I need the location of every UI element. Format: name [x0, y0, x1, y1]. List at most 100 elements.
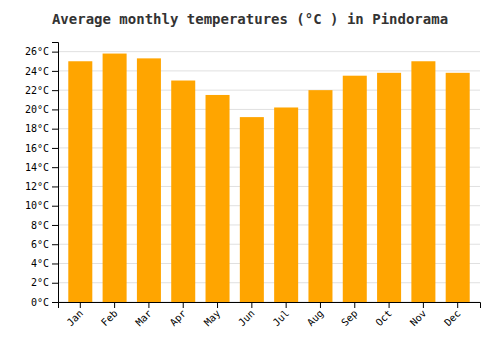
- bar: [103, 54, 127, 302]
- y-tick-label: 4°C: [31, 258, 49, 269]
- x-tick-mark: [251, 302, 252, 308]
- y-tick-mark: [52, 71, 58, 72]
- x-tick: Jun: [236, 302, 257, 328]
- bar: [343, 76, 367, 302]
- x-tick-mark: [320, 302, 321, 308]
- y-tick: 2°C: [31, 277, 58, 288]
- y-tick-label: 10°C: [25, 200, 49, 211]
- x-tick: Apr: [168, 302, 189, 328]
- y-tick-mark: [52, 129, 58, 130]
- bar: [411, 61, 435, 302]
- plot-area: Jan Feb Mar Apr May Jun Jul Aug Sep Oct Nov Dec 0°C 2…: [25, 43, 481, 329]
- x-tick: Nov: [408, 302, 429, 328]
- y-tick: 12°C: [25, 181, 58, 192]
- x-axis-line: [59, 303, 481, 309]
- y-tick: 6°C: [31, 239, 58, 250]
- x-tick: Dec: [442, 302, 463, 328]
- x-tick: Feb: [99, 302, 120, 328]
- grid-line: [58, 51, 480, 52]
- y-tick-mark: [52, 283, 58, 284]
- x-tick-label: Oct: [373, 308, 394, 329]
- bar: [171, 81, 195, 302]
- bars: [68, 54, 469, 302]
- x-tick: Jul: [271, 302, 292, 328]
- x-tick-mark: [423, 302, 424, 308]
- x-tick-label: Aug: [305, 308, 326, 329]
- x-tick-mark: [183, 302, 184, 308]
- y-tick-label: 20°C: [25, 104, 49, 115]
- y-tick-mark: [52, 52, 58, 53]
- x-tick: Mar: [133, 302, 154, 328]
- y-tick-mark: [52, 244, 58, 245]
- y-tick-label: 12°C: [25, 181, 49, 192]
- y-tick-label: 26°C: [25, 46, 49, 57]
- grid: [58, 52, 480, 302]
- y-tick-label: 16°C: [25, 143, 49, 154]
- x-tick-label: Feb: [99, 308, 120, 329]
- y-tick-mark: [52, 225, 58, 226]
- x-tick: May: [202, 302, 223, 328]
- bar: [137, 58, 161, 302]
- x-tick-label: Mar: [133, 308, 154, 329]
- y-tick-mark: [52, 109, 58, 110]
- y-tick-label: 18°C: [25, 123, 49, 134]
- bar: [308, 90, 332, 302]
- bar: [68, 61, 92, 302]
- y-tick-label: 24°C: [25, 66, 49, 77]
- x-tick: Oct: [373, 302, 394, 328]
- bar: [446, 73, 470, 302]
- chart-svg: Average monthly temperatures (°C ) in Pi…: [0, 0, 500, 350]
- x-tick: Jan: [65, 302, 86, 328]
- y-tick-mark: [52, 302, 58, 303]
- y-tick: 14°C: [25, 162, 58, 173]
- y-tick: 4°C: [31, 258, 58, 269]
- x-tick: Aug: [305, 302, 326, 328]
- x-tick-label: Dec: [442, 308, 463, 329]
- y-tick: 22°C: [25, 85, 58, 96]
- x-tick-label: Apr: [168, 308, 189, 329]
- y-tick-label: 22°C: [25, 85, 49, 96]
- y-tick-mark: [52, 90, 58, 91]
- x-tick-mark: [457, 302, 458, 308]
- x-tick-label: May: [202, 308, 223, 329]
- x-tick-label: Jun: [236, 308, 257, 329]
- y-tick: 18°C: [25, 123, 58, 134]
- y-tick: 26°C: [25, 46, 58, 57]
- x-tick-mark: [80, 302, 81, 308]
- y-axis: 0°C 2°C 4°C 6°C 8°C 10°C 12°C 14°C 16°C 18°C 20°C 2…: [25, 43, 59, 308]
- x-tick-mark: [389, 302, 390, 308]
- y-tick: 24°C: [25, 66, 58, 77]
- x-tick-mark: [286, 302, 287, 308]
- bar: [206, 95, 230, 302]
- x-tick-mark: [354, 302, 355, 308]
- y-axis-line: [52, 43, 59, 303]
- x-tick-label: Jul: [271, 308, 292, 329]
- y-tick: 0°C: [31, 297, 58, 308]
- y-tick: 10°C: [25, 200, 58, 211]
- y-tick-label: 2°C: [31, 277, 49, 288]
- bar: [240, 117, 264, 302]
- y-tick: 20°C: [25, 104, 58, 115]
- y-tick-label: 0°C: [31, 297, 49, 308]
- y-tick-mark: [52, 186, 58, 187]
- y-tick-label: 14°C: [25, 162, 49, 173]
- x-tick-label: Sep: [339, 308, 360, 329]
- x-tick-label: Nov: [408, 308, 429, 329]
- bar: [377, 73, 401, 302]
- y-tick-mark: [52, 148, 58, 149]
- x-tick: Sep: [339, 302, 360, 328]
- chart-title: Average monthly temperatures (°C ) in Pi…: [52, 11, 448, 27]
- chart-container: Average monthly temperatures (°C ) in Pi…: [0, 0, 500, 350]
- y-tick-label: 6°C: [31, 239, 49, 250]
- x-tick-mark: [148, 302, 149, 308]
- y-tick-mark: [52, 263, 58, 264]
- x-tick-label: Jan: [65, 308, 86, 329]
- y-tick: 16°C: [25, 143, 58, 154]
- x-axis: Jan Feb Mar Apr May Jun Jul Aug Sep Oct Nov Dec: [59, 302, 481, 328]
- y-tick-mark: [52, 206, 58, 207]
- x-tick-mark: [217, 302, 218, 308]
- y-tick-label: 8°C: [31, 220, 49, 231]
- y-tick: 8°C: [31, 220, 58, 231]
- y-tick-mark: [52, 167, 58, 168]
- bar: [274, 107, 298, 302]
